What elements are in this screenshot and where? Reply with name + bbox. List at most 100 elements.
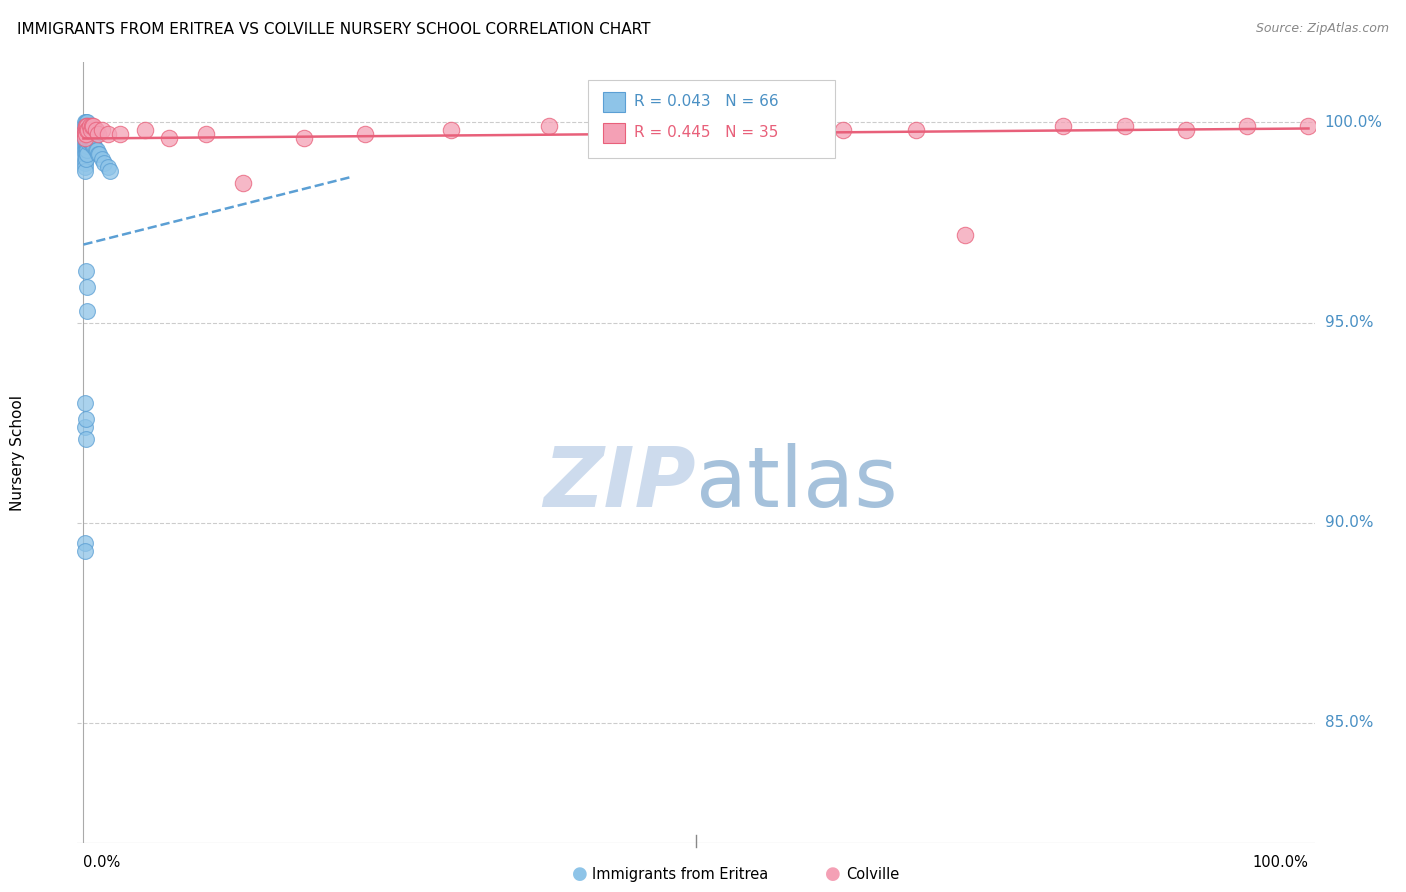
Point xyxy=(77,136,100,150)
Point xyxy=(905,123,928,137)
Point xyxy=(354,128,377,142)
Point xyxy=(73,163,96,178)
Point xyxy=(89,147,111,161)
Text: 100.0%: 100.0% xyxy=(1253,855,1309,870)
Point xyxy=(76,115,98,129)
Point xyxy=(80,120,103,134)
Point xyxy=(73,123,96,137)
Point xyxy=(76,123,98,137)
Point xyxy=(77,123,100,137)
Point xyxy=(73,160,96,174)
Point xyxy=(75,263,97,277)
Point xyxy=(1298,120,1320,134)
Point xyxy=(80,131,103,145)
Point xyxy=(75,128,97,142)
Point xyxy=(537,120,560,134)
Point xyxy=(76,279,98,293)
Point xyxy=(77,123,100,137)
Point xyxy=(79,123,101,137)
Point xyxy=(1236,120,1258,134)
Point xyxy=(87,128,110,142)
Point xyxy=(79,136,101,150)
Point xyxy=(73,144,96,158)
Text: 90.0%: 90.0% xyxy=(1324,516,1374,530)
Point xyxy=(80,136,103,150)
Text: Colville: Colville xyxy=(846,867,900,881)
Bar xyxy=(603,92,626,112)
Point xyxy=(76,303,98,318)
Point xyxy=(292,131,315,145)
Point xyxy=(80,128,103,142)
Point xyxy=(73,152,96,166)
Point xyxy=(75,120,97,134)
Point xyxy=(75,144,97,158)
Text: ZIP: ZIP xyxy=(543,443,696,524)
Point xyxy=(75,115,97,129)
Point xyxy=(76,144,98,158)
Point xyxy=(79,120,101,134)
Point xyxy=(90,123,112,137)
Text: R = 0.043   N = 66: R = 0.043 N = 66 xyxy=(634,94,779,109)
Point xyxy=(1175,123,1198,137)
Text: ●: ● xyxy=(825,865,841,883)
Point xyxy=(440,123,463,137)
Point xyxy=(75,123,97,137)
Point xyxy=(77,128,100,142)
Text: IMMIGRANTS FROM ERITREA VS COLVILLE NURSERY SCHOOL CORRELATION CHART: IMMIGRANTS FROM ERITREA VS COLVILLE NURS… xyxy=(17,22,651,37)
Point xyxy=(76,128,98,142)
Point xyxy=(76,136,98,150)
Point xyxy=(82,136,104,150)
Text: ●: ● xyxy=(572,865,588,883)
Point xyxy=(73,123,96,137)
Point xyxy=(75,136,97,150)
Point xyxy=(747,120,769,134)
Point xyxy=(832,123,855,137)
Text: 95.0%: 95.0% xyxy=(1324,315,1374,330)
Point xyxy=(79,128,101,142)
Point xyxy=(76,123,98,137)
Point xyxy=(97,128,120,142)
Point xyxy=(232,176,254,190)
Point xyxy=(623,120,645,134)
Point xyxy=(134,123,156,137)
Point xyxy=(955,227,977,242)
Point xyxy=(82,139,104,153)
Point xyxy=(75,152,97,166)
Text: Source: ZipAtlas.com: Source: ZipAtlas.com xyxy=(1256,22,1389,36)
Point xyxy=(75,120,97,134)
Point xyxy=(73,131,96,145)
Point xyxy=(73,136,96,150)
FancyBboxPatch shape xyxy=(588,80,835,158)
Point xyxy=(87,147,110,161)
Point xyxy=(73,543,96,558)
Point xyxy=(100,163,122,178)
Point xyxy=(73,147,96,161)
Point xyxy=(82,120,104,134)
Point xyxy=(75,139,97,153)
Point xyxy=(75,128,97,142)
Point xyxy=(1114,120,1136,134)
Point xyxy=(83,139,105,153)
Text: atlas: atlas xyxy=(696,443,897,524)
Point xyxy=(93,155,115,169)
Point xyxy=(73,115,96,129)
Text: Immigrants from Eritrea: Immigrants from Eritrea xyxy=(592,867,768,881)
Point xyxy=(73,419,96,434)
Point xyxy=(76,147,98,161)
Point xyxy=(76,120,98,134)
Text: 0.0%: 0.0% xyxy=(83,855,121,870)
Point xyxy=(75,432,97,446)
Point xyxy=(157,131,180,145)
Point xyxy=(73,139,96,153)
Point xyxy=(73,128,96,142)
Point xyxy=(97,160,120,174)
Text: 100.0%: 100.0% xyxy=(1324,115,1382,130)
Point xyxy=(108,128,131,142)
Point xyxy=(73,535,96,549)
Point xyxy=(76,139,98,153)
Point xyxy=(73,155,96,169)
Point xyxy=(90,152,112,166)
Point xyxy=(75,131,97,145)
Text: 85.0%: 85.0% xyxy=(1324,715,1372,731)
Point xyxy=(77,131,100,145)
